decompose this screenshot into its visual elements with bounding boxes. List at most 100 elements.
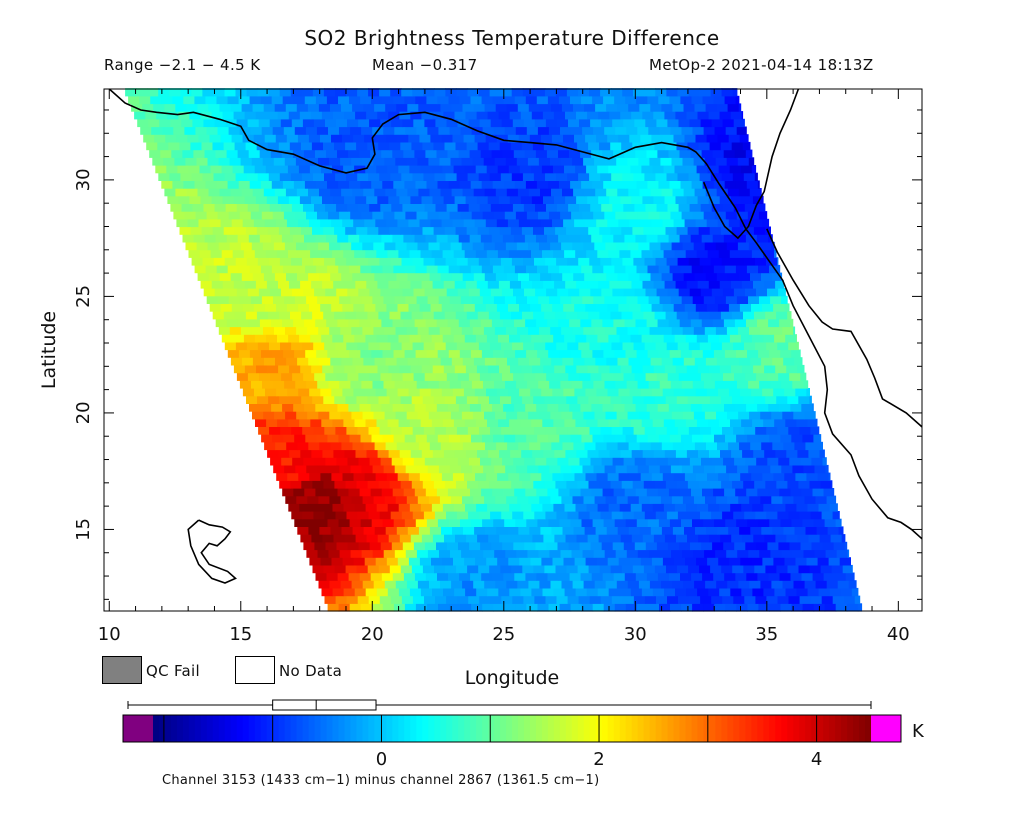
heat-cell xyxy=(311,534,323,543)
heat-cell xyxy=(713,572,725,581)
heat-cell xyxy=(400,226,412,235)
heat-cell xyxy=(363,188,375,197)
heat-cell xyxy=(456,564,468,574)
heat-cell xyxy=(667,457,680,466)
heat-cell xyxy=(566,564,579,574)
heat-cell xyxy=(501,341,513,351)
heat-cell xyxy=(596,388,608,397)
heat-cell xyxy=(636,434,649,443)
heat-cell xyxy=(275,218,288,228)
heat-cell xyxy=(520,334,532,343)
heat-cell xyxy=(677,564,689,574)
heat-cell xyxy=(387,249,399,258)
heat-cell xyxy=(347,541,360,551)
heat-cell xyxy=(207,241,220,251)
heat-cell xyxy=(698,449,710,458)
heat-cell xyxy=(534,257,546,266)
heat-cell xyxy=(421,364,434,374)
heat-cell xyxy=(498,587,510,597)
heat-cell xyxy=(748,549,760,558)
heat-cell xyxy=(446,203,459,212)
heat-cell xyxy=(326,318,338,328)
heat-cell xyxy=(691,349,704,358)
heat-cell xyxy=(680,264,693,274)
heat-cell xyxy=(656,372,669,381)
heat-cell xyxy=(265,249,278,258)
heat-cell xyxy=(559,264,571,274)
heat-cell xyxy=(400,564,413,574)
heat-cell xyxy=(584,272,596,281)
heat-cell xyxy=(672,188,685,197)
heat-cell xyxy=(606,357,618,366)
heat-cell xyxy=(778,372,790,381)
heat-cell xyxy=(485,218,498,228)
heat-cell xyxy=(655,426,668,435)
heat-cell xyxy=(330,526,343,535)
heat-cell xyxy=(790,572,803,581)
heat-cell xyxy=(168,141,180,151)
heat-cell xyxy=(289,280,301,289)
heat-cell xyxy=(441,218,454,228)
heat-cell xyxy=(507,526,519,535)
heat-cell xyxy=(535,203,547,212)
heat-cell xyxy=(481,488,493,497)
heat-cell xyxy=(739,218,752,228)
heat-cell xyxy=(442,557,454,566)
heat-cell xyxy=(627,241,639,251)
heat-cell xyxy=(741,334,753,343)
colorbar-cell xyxy=(338,715,345,742)
heat-cell xyxy=(804,411,816,420)
heat-cell xyxy=(761,441,773,451)
heat-cell xyxy=(689,288,702,297)
heat-cell xyxy=(488,141,501,151)
heat-cell xyxy=(723,457,735,466)
heat-cell xyxy=(352,526,365,535)
heat-cell xyxy=(549,295,561,304)
heat-cell xyxy=(636,349,649,358)
heat-cell xyxy=(509,111,522,120)
heat-cell xyxy=(411,564,424,574)
heat-cell xyxy=(691,264,704,274)
heat-cell xyxy=(299,195,312,204)
heat-cell xyxy=(392,572,405,581)
heat-cell xyxy=(473,188,486,197)
heat-cell xyxy=(246,341,259,351)
heat-cell xyxy=(404,264,417,274)
heat-cell xyxy=(690,149,703,158)
heat-cell xyxy=(771,326,783,335)
heat-cell xyxy=(476,587,488,597)
heat-cell xyxy=(313,511,325,520)
heat-cell xyxy=(430,472,443,481)
heat-cell xyxy=(532,449,544,458)
heat-cell xyxy=(708,364,721,374)
heat-cell xyxy=(315,95,328,105)
heat-cell xyxy=(268,311,280,320)
heat-cell xyxy=(772,357,784,366)
heat-cell xyxy=(312,88,325,97)
heat-cell xyxy=(741,418,753,427)
heat-cell xyxy=(647,434,660,443)
heat-cell xyxy=(302,511,314,520)
colorbar-cell xyxy=(404,715,411,742)
x-tick-label: 40 xyxy=(887,624,910,645)
heat-cell xyxy=(569,318,581,328)
heat-cell xyxy=(360,95,372,105)
heat-cell xyxy=(733,203,746,212)
heat-cell xyxy=(337,403,349,412)
heat-cell xyxy=(401,511,414,520)
heat-cell xyxy=(561,495,573,504)
heat-cell xyxy=(709,534,721,543)
heat-cell xyxy=(448,572,460,581)
heat-cell xyxy=(467,341,480,351)
heat-cell xyxy=(446,511,458,520)
heat-cell xyxy=(238,264,251,274)
colorbar-cell xyxy=(757,715,764,742)
heat-cell xyxy=(468,118,481,128)
heat-cell xyxy=(528,103,541,112)
colorbar-cell xyxy=(488,715,495,742)
heat-cell xyxy=(766,511,778,520)
heat-cell xyxy=(800,541,813,551)
heat-cell xyxy=(599,480,612,489)
heat-cell xyxy=(592,95,604,105)
heat-cell xyxy=(322,364,334,374)
